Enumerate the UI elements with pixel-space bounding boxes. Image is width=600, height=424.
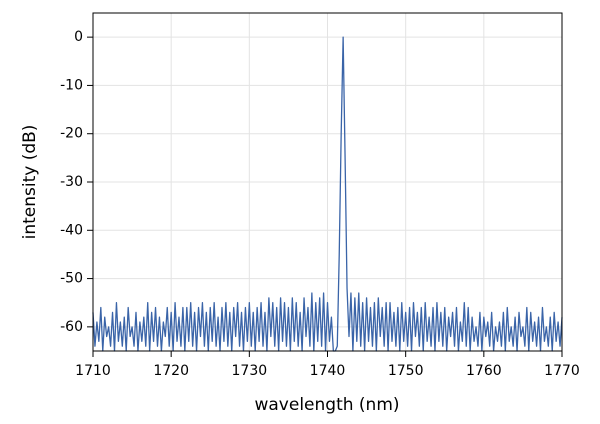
y-tick-label: -40: [60, 222, 83, 238]
y-tick-label: -30: [60, 174, 83, 190]
x-tick-label: 1730: [232, 363, 268, 379]
x-tick-label: 1710: [75, 363, 111, 379]
x-tick-label: 1750: [388, 363, 424, 379]
line-series: [92, 36, 563, 352]
x-tick-label: 1760: [466, 363, 502, 379]
y-tick-label: -60: [60, 319, 83, 335]
y-axis-label: intensity (dB): [20, 125, 40, 240]
x-tick-label: 1770: [544, 363, 580, 379]
x-tick-label: 1740: [310, 363, 346, 379]
y-tick-label: 0: [74, 29, 83, 45]
y-tick-label: -10: [60, 77, 83, 93]
x-axis-label: wavelength (nm): [254, 395, 399, 415]
y-tick-label: -50: [60, 271, 83, 287]
plot-frame: [92, 12, 563, 352]
y-tick-label: -20: [60, 126, 83, 142]
x-tick-label: 1720: [153, 363, 189, 379]
